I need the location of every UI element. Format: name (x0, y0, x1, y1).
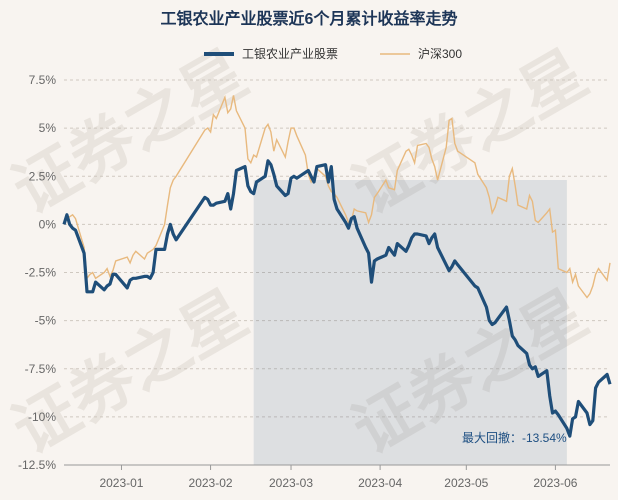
x-tick-label: 2023-05 (444, 476, 488, 490)
drawdown-shade (253, 180, 567, 465)
max-drawdown-label: 最大回撤：-13.54% (462, 430, 567, 445)
y-tick-label: -12.5% (18, 458, 56, 472)
y-tick-label: -5% (35, 314, 57, 328)
x-axis: 2023-01 2023-02 2023-03 2023-04 2023-05 2023-… (64, 464, 610, 490)
x-tick-label: 2023-02 (189, 476, 233, 490)
legend: 工银农业产业股票 沪深300 (204, 47, 462, 61)
y-tick-label: 5% (39, 121, 57, 135)
x-tick-label: 2023-03 (269, 476, 313, 490)
y-tick-label: 2.5% (29, 169, 57, 183)
legend-label-fund: 工银农业产业股票 (242, 47, 338, 61)
chart-title: 工银农业产业股票近6个月累计收益率走势 (161, 9, 458, 28)
x-tick-label: 2023-01 (99, 476, 143, 490)
y-tick-label: -2.5% (25, 266, 57, 280)
series-line-hs300 (63, 94, 611, 299)
y-axis: 7.5% 5% 2.5% 0% -2.5% -5% -7.5% -10% -12.5% (18, 73, 56, 472)
series-line-fund (62, 159, 612, 438)
y-tick-label: 0% (39, 217, 57, 231)
y-tick-label: 7.5% (29, 73, 57, 87)
x-tick-label: 2023-04 (358, 476, 402, 490)
x-tick-label: 2023-06 (533, 476, 577, 490)
legend-label-index: 沪深300 (418, 47, 462, 61)
y-tick-label: -10% (28, 410, 56, 424)
y-tick-label: -7.5% (25, 362, 57, 376)
